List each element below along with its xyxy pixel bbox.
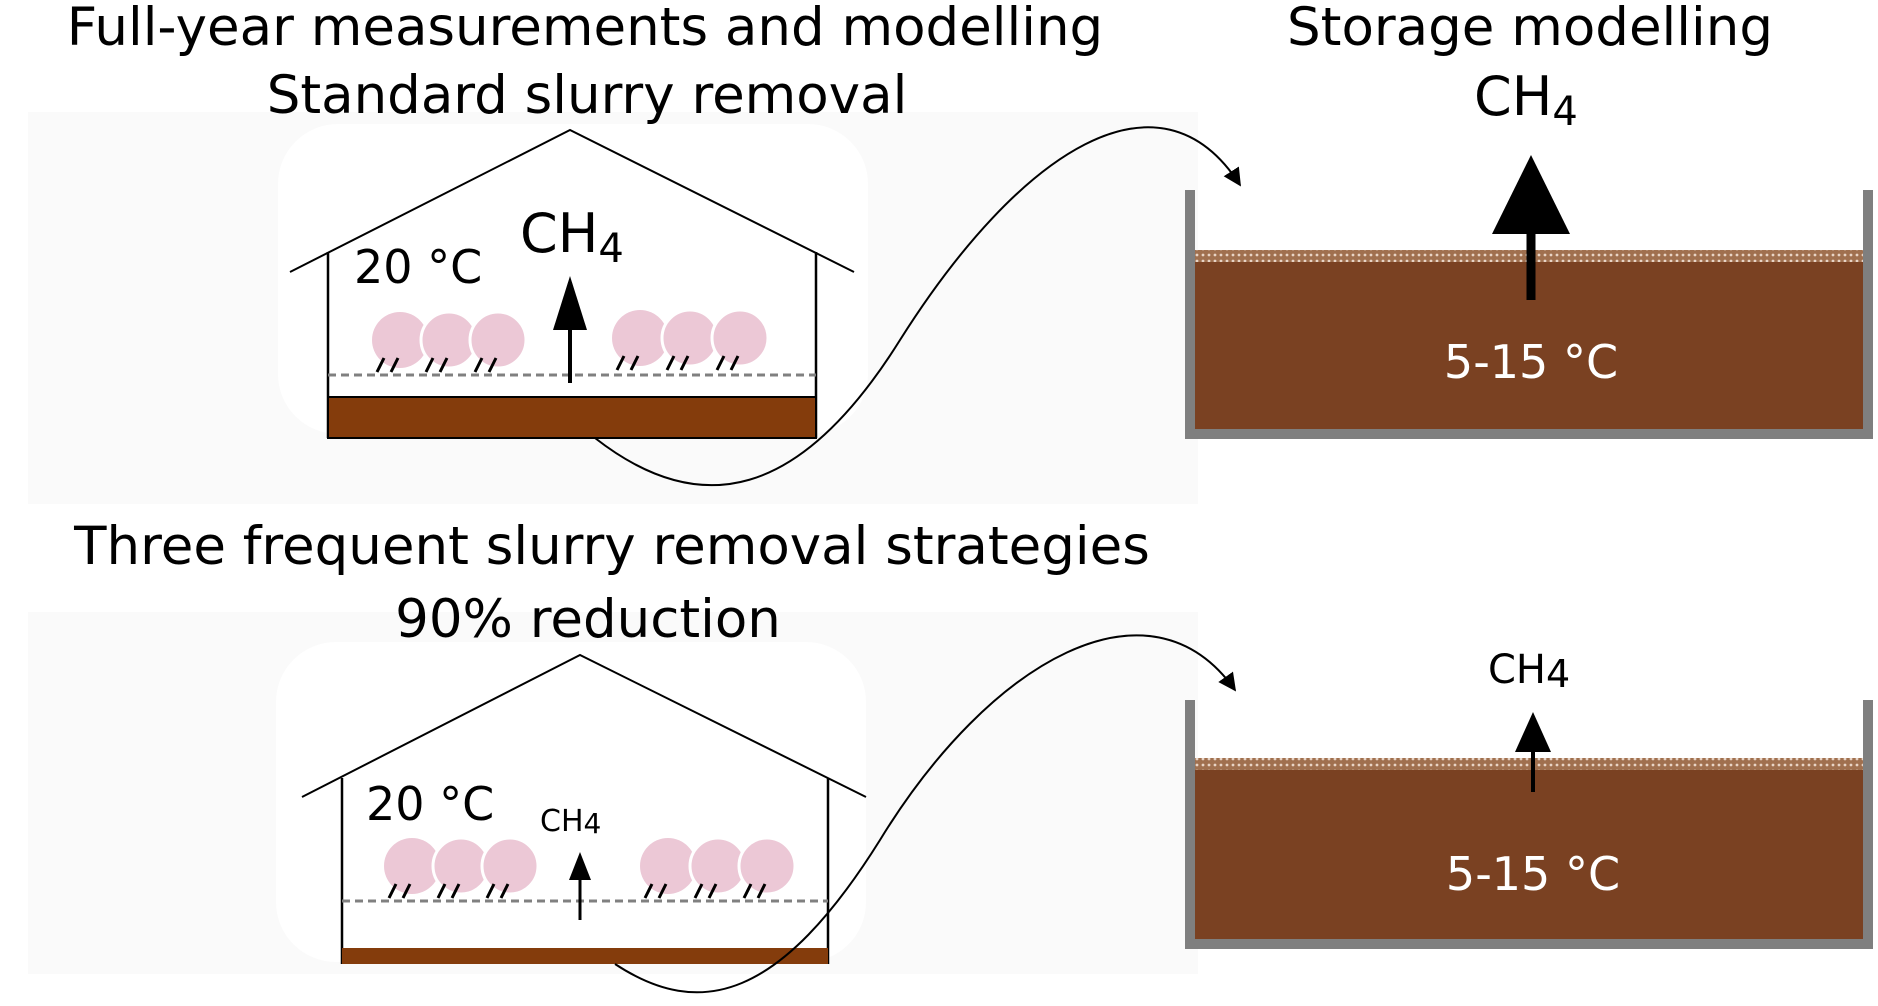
bottom-storage-temperature: 5-15 °C bbox=[1446, 847, 1620, 901]
bottom-storage-walls bbox=[1185, 700, 1873, 949]
bottom-title-line1: Three frequent slurry removal strategies bbox=[73, 516, 1150, 577]
pig bbox=[640, 838, 696, 894]
bottom-title-line2: 90% reduction bbox=[395, 589, 781, 650]
bottom-storage-gas-label: CH4 bbox=[1488, 647, 1570, 696]
pig bbox=[660, 308, 720, 368]
top-barn-emission-arrowhead bbox=[553, 276, 587, 330]
bottom-pig-group-right bbox=[640, 836, 797, 899]
top-barn: 20 °C CH4 bbox=[289, 128, 855, 439]
pig bbox=[384, 838, 440, 894]
top-title-line2: Standard slurry removal bbox=[267, 65, 908, 126]
top-storage-walls bbox=[1185, 190, 1873, 439]
pig-legs bbox=[387, 883, 510, 899]
bottom-barn-emission-arrowhead bbox=[569, 852, 591, 880]
pig-legs bbox=[375, 357, 498, 373]
bottom-storage-title-bg bbox=[1380, 630, 1680, 700]
bottom-barn: 20 °C CH4 bbox=[301, 653, 867, 964]
bottom-transfer-arrow bbox=[614, 634, 1237, 994]
pig-legs bbox=[643, 883, 767, 899]
bottom-storage-crust bbox=[1194, 758, 1864, 770]
top-barn-slurry-pit bbox=[327, 396, 817, 439]
top-storage-gas-label: CH4 bbox=[1474, 65, 1578, 135]
bottom-pig-group-left bbox=[384, 836, 540, 899]
bottom-barn-temperature: 20 °C bbox=[366, 777, 494, 831]
pig-legs bbox=[615, 355, 740, 371]
top-storage-tank: 5-15 °C bbox=[1185, 155, 1873, 439]
bottom-storage-tank: 5-15 °C bbox=[1185, 700, 1873, 949]
pig bbox=[468, 310, 528, 370]
pig bbox=[480, 836, 540, 896]
bottom-barn-rounded-bg bbox=[276, 642, 866, 962]
top-barn-roof bbox=[289, 128, 855, 273]
top-storage-title-bg bbox=[1250, 32, 1810, 132]
top-storage-temperature: 5-15 °C bbox=[1444, 335, 1618, 389]
top-pig-group-right bbox=[612, 308, 770, 371]
top-barn-temperature: 20 °C bbox=[354, 240, 482, 294]
pig bbox=[710, 308, 770, 368]
top-title-line1: Full-year measurements and modelling bbox=[67, 0, 1103, 58]
pig bbox=[372, 312, 428, 368]
top-storage-title: Storage modelling bbox=[1287, 0, 1773, 58]
bottom-barn-roof bbox=[301, 653, 867, 798]
bottom-barn-slurry-pit bbox=[342, 948, 828, 964]
bottom-storage-emission-arrowhead bbox=[1515, 712, 1551, 752]
bottom-barn-gas-label: CH4 bbox=[540, 804, 601, 840]
pig bbox=[612, 310, 668, 366]
bottom-storage-slurry bbox=[1194, 768, 1864, 940]
pig bbox=[737, 836, 797, 896]
top-barn-gas-label: CH4 bbox=[520, 202, 624, 272]
top-pig-group-left bbox=[372, 310, 528, 373]
top-transfer-arrow bbox=[594, 126, 1241, 487]
top-storage-emission-arrowhead bbox=[1492, 155, 1570, 234]
